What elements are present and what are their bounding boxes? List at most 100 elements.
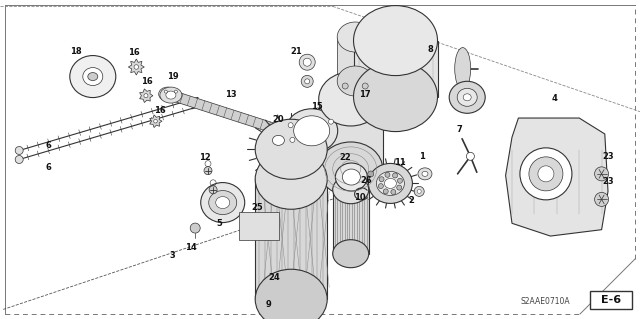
Circle shape bbox=[300, 54, 315, 70]
Text: 24: 24 bbox=[268, 273, 280, 282]
Circle shape bbox=[417, 189, 421, 193]
Text: 21: 21 bbox=[291, 47, 302, 56]
Ellipse shape bbox=[164, 91, 172, 98]
Text: 16: 16 bbox=[141, 77, 153, 86]
Circle shape bbox=[328, 119, 333, 124]
Text: 1: 1 bbox=[419, 152, 426, 161]
Polygon shape bbox=[140, 89, 153, 102]
Text: 26: 26 bbox=[360, 176, 372, 185]
Circle shape bbox=[190, 223, 200, 233]
Circle shape bbox=[144, 94, 148, 98]
Text: 25: 25 bbox=[252, 203, 263, 212]
Ellipse shape bbox=[335, 163, 367, 191]
Text: 23: 23 bbox=[602, 152, 614, 161]
Text: 7: 7 bbox=[457, 125, 462, 134]
Ellipse shape bbox=[376, 171, 404, 196]
Circle shape bbox=[397, 185, 402, 190]
Text: 6: 6 bbox=[45, 163, 51, 172]
Ellipse shape bbox=[337, 66, 373, 96]
Ellipse shape bbox=[273, 135, 284, 145]
Ellipse shape bbox=[463, 94, 471, 101]
Circle shape bbox=[303, 58, 311, 66]
Ellipse shape bbox=[88, 72, 98, 81]
Circle shape bbox=[529, 157, 563, 191]
Text: 13: 13 bbox=[225, 90, 236, 99]
Polygon shape bbox=[255, 179, 327, 299]
Ellipse shape bbox=[353, 6, 438, 76]
Circle shape bbox=[154, 119, 157, 123]
Ellipse shape bbox=[319, 142, 383, 196]
Circle shape bbox=[15, 155, 23, 164]
Circle shape bbox=[209, 186, 217, 194]
Circle shape bbox=[397, 178, 403, 183]
Text: 16: 16 bbox=[129, 48, 140, 57]
Ellipse shape bbox=[255, 149, 327, 209]
Ellipse shape bbox=[353, 62, 438, 131]
Circle shape bbox=[379, 177, 384, 182]
Bar bbox=[239, 212, 279, 241]
Circle shape bbox=[204, 167, 212, 175]
Circle shape bbox=[595, 167, 609, 181]
Ellipse shape bbox=[268, 131, 289, 149]
Ellipse shape bbox=[454, 48, 471, 90]
Circle shape bbox=[362, 83, 368, 89]
Text: 4: 4 bbox=[552, 94, 558, 103]
Circle shape bbox=[414, 186, 424, 197]
Ellipse shape bbox=[369, 163, 412, 204]
Ellipse shape bbox=[160, 87, 182, 103]
Circle shape bbox=[301, 75, 313, 87]
Text: 19: 19 bbox=[167, 72, 179, 81]
Polygon shape bbox=[150, 115, 162, 128]
Text: 10: 10 bbox=[354, 193, 365, 202]
Polygon shape bbox=[319, 99, 383, 169]
Ellipse shape bbox=[319, 72, 383, 126]
Text: 6: 6 bbox=[45, 141, 51, 150]
Polygon shape bbox=[337, 37, 373, 81]
Circle shape bbox=[392, 173, 397, 178]
Circle shape bbox=[520, 148, 572, 200]
Text: 22: 22 bbox=[340, 153, 351, 162]
Text: 18: 18 bbox=[70, 47, 81, 56]
Text: 3: 3 bbox=[170, 251, 175, 260]
Circle shape bbox=[134, 65, 139, 69]
Ellipse shape bbox=[385, 178, 396, 189]
Circle shape bbox=[342, 83, 348, 89]
Ellipse shape bbox=[255, 119, 327, 179]
Ellipse shape bbox=[216, 197, 230, 209]
Text: S2AAE0710A: S2AAE0710A bbox=[520, 297, 570, 306]
Circle shape bbox=[305, 79, 310, 84]
Text: 5: 5 bbox=[216, 219, 222, 228]
Ellipse shape bbox=[285, 109, 338, 153]
Polygon shape bbox=[333, 190, 369, 254]
Circle shape bbox=[383, 189, 388, 194]
Polygon shape bbox=[172, 91, 283, 136]
Ellipse shape bbox=[209, 190, 237, 215]
Ellipse shape bbox=[294, 116, 330, 146]
Ellipse shape bbox=[159, 87, 177, 101]
Text: 23: 23 bbox=[602, 177, 614, 186]
Polygon shape bbox=[506, 118, 608, 236]
Ellipse shape bbox=[333, 240, 369, 268]
Text: 15: 15 bbox=[311, 102, 323, 111]
Text: 16: 16 bbox=[154, 106, 166, 115]
Ellipse shape bbox=[83, 68, 103, 85]
Ellipse shape bbox=[166, 91, 176, 99]
Circle shape bbox=[288, 123, 293, 128]
Polygon shape bbox=[353, 41, 438, 97]
Text: 12: 12 bbox=[199, 153, 211, 162]
Text: 2: 2 bbox=[408, 197, 414, 205]
Circle shape bbox=[391, 189, 396, 195]
Ellipse shape bbox=[70, 56, 116, 98]
Ellipse shape bbox=[457, 88, 477, 106]
Text: 9: 9 bbox=[266, 300, 271, 309]
Ellipse shape bbox=[333, 176, 369, 204]
Text: 8: 8 bbox=[428, 45, 433, 54]
Text: 14: 14 bbox=[185, 243, 196, 252]
Circle shape bbox=[164, 90, 168, 93]
Circle shape bbox=[378, 184, 383, 189]
Ellipse shape bbox=[201, 182, 244, 223]
Ellipse shape bbox=[422, 171, 428, 176]
Ellipse shape bbox=[337, 22, 373, 52]
Circle shape bbox=[385, 172, 390, 177]
Ellipse shape bbox=[418, 168, 432, 180]
